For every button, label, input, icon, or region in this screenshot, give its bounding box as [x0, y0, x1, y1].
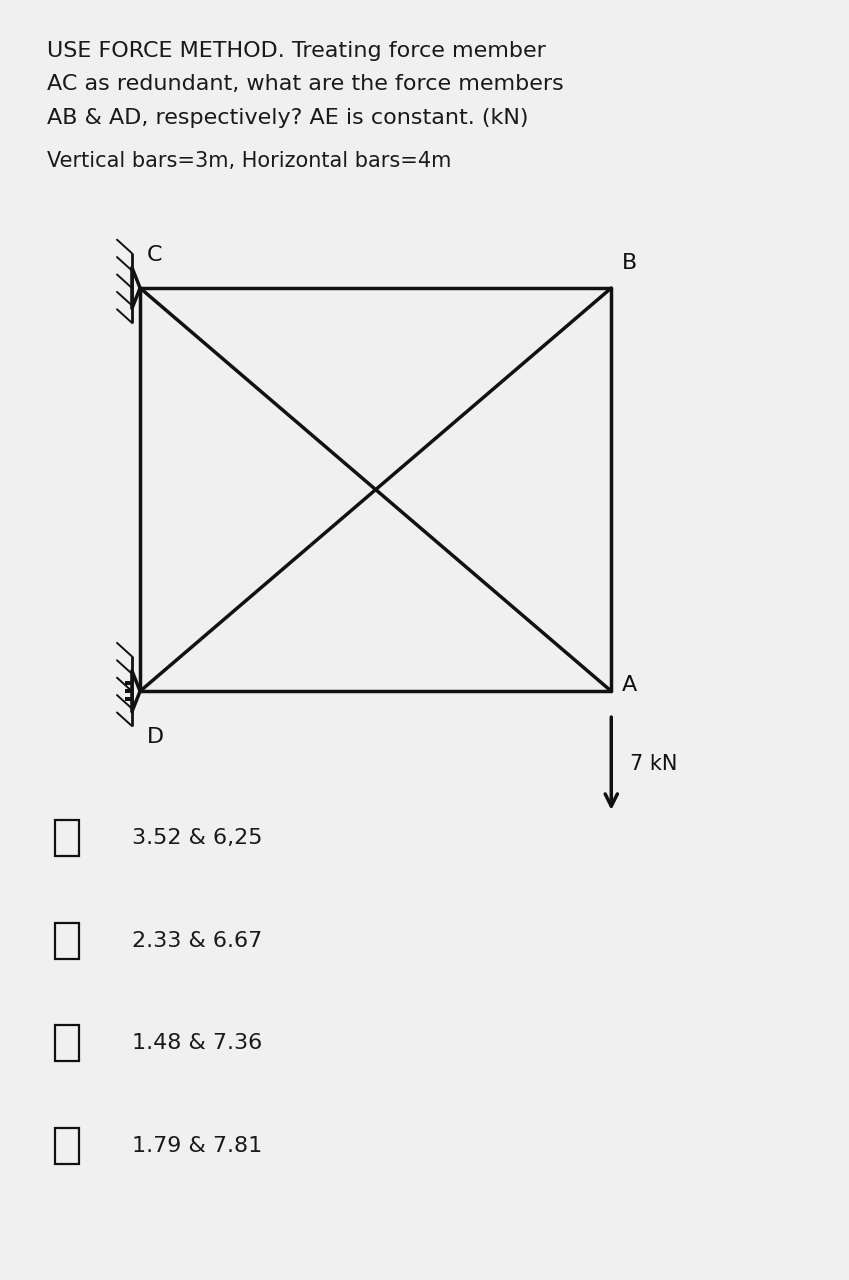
- Text: B: B: [621, 252, 637, 273]
- Text: AB & AD, respectively? AE is constant. (kN): AB & AD, respectively? AE is constant. (…: [47, 108, 528, 128]
- Bar: [126, 681, 131, 685]
- Text: 1.79 & 7.81: 1.79 & 7.81: [132, 1135, 261, 1156]
- Text: AC as redundant, what are the force members: AC as redundant, what are the force memb…: [47, 74, 564, 95]
- Bar: [126, 696, 131, 701]
- Text: 1.48 & 7.36: 1.48 & 7.36: [132, 1033, 261, 1053]
- Bar: [55, 923, 79, 959]
- Text: 2.33 & 6.67: 2.33 & 6.67: [132, 931, 261, 951]
- Bar: [126, 689, 131, 694]
- Text: Vertical bars=3m, Horizontal bars=4m: Vertical bars=3m, Horizontal bars=4m: [47, 151, 451, 172]
- Bar: [55, 1025, 79, 1061]
- Text: C: C: [147, 244, 162, 265]
- Text: D: D: [147, 727, 164, 748]
- Text: 3.52 & 6,25: 3.52 & 6,25: [132, 828, 262, 849]
- Text: 7 kN: 7 kN: [630, 754, 678, 773]
- Bar: [55, 820, 79, 856]
- Text: A: A: [621, 675, 637, 695]
- Bar: [55, 1128, 79, 1164]
- Text: USE FORCE METHOD. Treating force member: USE FORCE METHOD. Treating force member: [47, 41, 546, 61]
